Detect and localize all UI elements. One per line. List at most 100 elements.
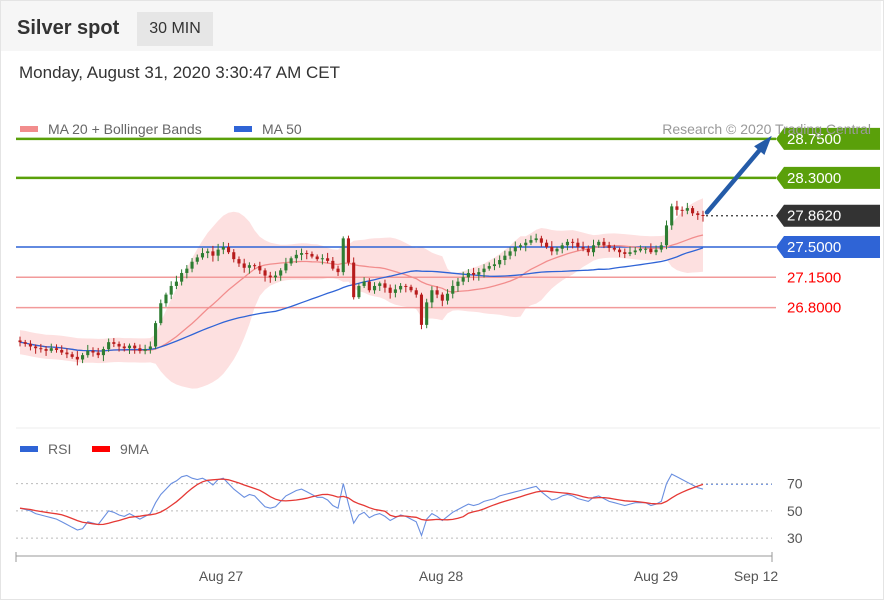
- candle-body: [268, 275, 272, 278]
- candle-body: [279, 270, 283, 276]
- candle-body: [169, 285, 173, 295]
- candle-body: [675, 206, 679, 210]
- candle-body: [242, 263, 246, 268]
- candle-body: [23, 342, 27, 344]
- candle-body: [164, 294, 168, 304]
- candle-body: [138, 348, 142, 351]
- candle-body: [628, 252, 632, 254]
- x-tick-label: Aug 27: [199, 568, 244, 584]
- rsi-level-label: 50: [787, 503, 803, 519]
- candle-body: [54, 348, 59, 350]
- candle-body: [315, 256, 319, 260]
- timestamp: Monday, August 31, 2020 3:30:47 AM CET: [19, 63, 340, 82]
- candle-body: [581, 247, 585, 249]
- candle-body: [200, 253, 205, 258]
- candle-body: [185, 268, 189, 273]
- candle-body: [644, 248, 648, 250]
- candle-body: [638, 248, 642, 251]
- legend-label-ma50: MA 50: [262, 121, 302, 137]
- level-tag-pivot: [776, 236, 880, 259]
- level-tag-current: [776, 204, 880, 227]
- candle-body: [247, 265, 251, 268]
- candle-body: [352, 262, 356, 298]
- candle-body: [18, 340, 22, 343]
- level-tag-resistance: [776, 166, 880, 189]
- candle-body: [508, 251, 512, 256]
- candle-body: [211, 251, 215, 256]
- candle-body: [310, 253, 314, 257]
- rsi-level-label: 70: [787, 476, 803, 492]
- candle-body: [388, 287, 392, 293]
- candle-body: [534, 238, 538, 241]
- candle-body: [195, 257, 199, 262]
- candle-body: [299, 253, 304, 255]
- candle-body: [529, 240, 533, 243]
- candle-body: [633, 250, 637, 253]
- candle-body: [461, 277, 465, 282]
- candle-body: [571, 241, 575, 243]
- candle-body: [81, 355, 85, 360]
- candle-body: [326, 258, 330, 261]
- candle-body: [357, 285, 361, 298]
- header-bar: Silver spot 30 MIN: [1, 1, 881, 51]
- candle-body: [367, 281, 371, 291]
- candle-body: [586, 248, 590, 253]
- candle-body: [258, 266, 262, 271]
- candle-body: [393, 289, 397, 293]
- candle-body: [70, 354, 74, 357]
- candle-body: [456, 281, 460, 286]
- candle-body: [487, 266, 491, 269]
- candle-body: [565, 241, 569, 246]
- level-label-current: 27.8620: [787, 208, 841, 225]
- candle-body: [607, 245, 611, 248]
- candle-body: [91, 350, 95, 353]
- candle-body: [378, 283, 382, 286]
- candle-body: [612, 247, 616, 250]
- candle-body: [284, 263, 288, 271]
- candle-body: [28, 343, 32, 347]
- candle-body: [273, 275, 278, 278]
- rsi-level-label: 30: [787, 530, 803, 546]
- level-label-support: 27.1500: [787, 269, 841, 286]
- candle-body: [294, 254, 298, 259]
- candle-body: [127, 345, 132, 349]
- candle-body: [399, 285, 403, 290]
- legend-swatch-ma50: [234, 126, 252, 132]
- credit-text: Research © 2020 Trading Central: [662, 121, 871, 137]
- candle-body: [148, 346, 152, 350]
- level-label-resistance: 28.3000: [787, 170, 841, 187]
- candle-body: [409, 286, 413, 291]
- rsi-ma-line: [19, 478, 704, 526]
- candle-body: [654, 249, 658, 253]
- candle-body: [180, 272, 184, 282]
- candle-body: [440, 294, 444, 301]
- candle-body: [591, 245, 596, 253]
- candle-body: [341, 238, 345, 273]
- candle-body: [451, 285, 455, 294]
- x-tick-label: Sep 12: [734, 568, 779, 584]
- candle-body: [289, 258, 293, 264]
- candle-body: [221, 247, 225, 250]
- candle-body: [404, 285, 408, 287]
- candle-body: [232, 252, 236, 260]
- interval-button[interactable]: 30 MIN: [137, 12, 213, 46]
- candle-body: [253, 265, 257, 267]
- x-tick-label: Aug 28: [419, 568, 464, 584]
- candle-body: [623, 252, 627, 254]
- legend-label-9ma: 9MA: [120, 441, 149, 457]
- candle-body: [425, 302, 429, 325]
- candle-body: [362, 281, 366, 286]
- candle-body: [226, 247, 231, 253]
- candle-body: [597, 241, 601, 246]
- candle-body: [122, 346, 126, 349]
- candle-body: [96, 352, 100, 356]
- candle-body: [159, 303, 163, 324]
- candle-body: [174, 281, 178, 286]
- candle-body: [75, 356, 79, 360]
- candle-body: [492, 264, 497, 267]
- candle-body: [320, 258, 324, 260]
- candle-body: [86, 350, 90, 356]
- legend-label-rsi: RSI: [48, 441, 71, 457]
- candle-body: [49, 348, 53, 351]
